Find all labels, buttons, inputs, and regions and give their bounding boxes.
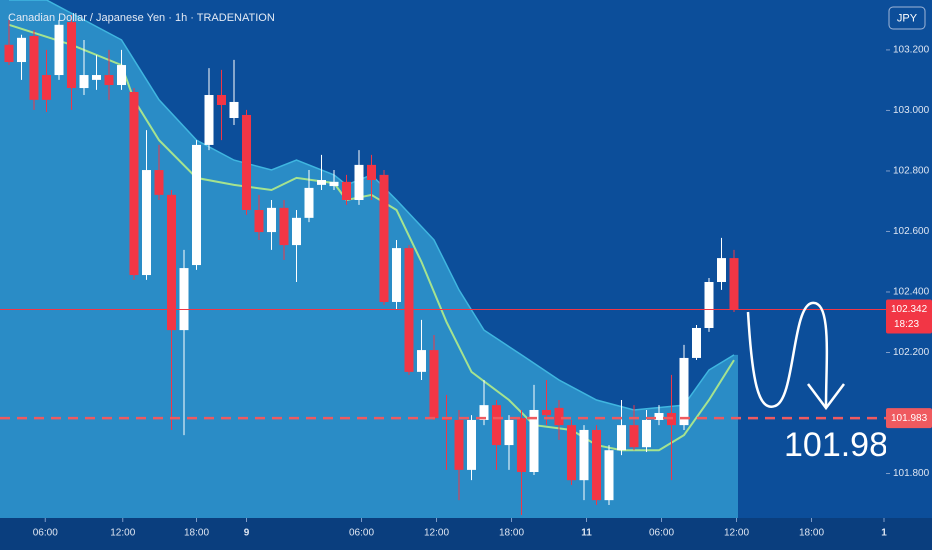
- candle-body: [642, 419, 651, 448]
- y-tick-label: 102.400: [893, 287, 930, 298]
- candle-body: [29, 36, 39, 100]
- y-tick-label: 102.800: [893, 166, 930, 177]
- drawn-arrowhead: [807, 383, 845, 411]
- candle-body: [254, 209, 264, 233]
- y-tick-label: 103.200: [893, 45, 930, 56]
- x-tick-label: 12:00: [110, 528, 135, 539]
- candle-body: [417, 350, 426, 372]
- candle-body: [192, 144, 201, 266]
- y-axis-bg: [886, 0, 932, 518]
- candle-body: [492, 405, 501, 446]
- candle-body: [592, 429, 601, 501]
- y-tick-label: 101.800: [893, 468, 930, 479]
- chart-title: Canadian Dollar / Japanese Yen · 1h · TR…: [8, 12, 275, 24]
- candle-body: [679, 357, 689, 426]
- y-tick-label: 102.200: [893, 347, 930, 358]
- x-tick-label: 9: [244, 528, 250, 539]
- x-tick-label: 1: [881, 528, 887, 539]
- price-countdown: 18:23: [894, 319, 919, 330]
- candle-body: [704, 281, 714, 328]
- x-tick-label: 11: [581, 528, 592, 539]
- x-tick-label: 06:00: [349, 528, 374, 539]
- candle-body: [717, 258, 726, 282]
- annotation: 101.98: [784, 426, 888, 464]
- candle-body: [329, 181, 339, 187]
- x-axis-bg: [0, 518, 932, 550]
- candle-body: [429, 350, 439, 419]
- candle-body: [317, 180, 326, 185]
- candle-body: [542, 409, 551, 416]
- candle-body: [267, 207, 276, 233]
- candle-body: [129, 91, 139, 276]
- candle-body: [54, 24, 64, 76]
- candle-body: [117, 65, 126, 86]
- candle-body: [692, 327, 701, 358]
- y-tick-label: 103.000: [893, 105, 930, 116]
- candle-body: [504, 419, 514, 446]
- candle-body: [379, 174, 389, 302]
- candle-body: [517, 418, 526, 473]
- candle-body: [67, 22, 76, 89]
- candle-body: [154, 170, 164, 195]
- price-tag-label: 101.983: [891, 413, 928, 424]
- candle-body: [654, 413, 664, 420]
- x-tick-label: 18:00: [799, 528, 824, 539]
- candle-body: [142, 170, 151, 276]
- x-tick-label: 06:00: [649, 528, 674, 539]
- candle-body: [104, 75, 114, 86]
- currency-label: JPY: [897, 12, 918, 24]
- candle-body: [17, 37, 26, 63]
- x-tick-label: 12:00: [724, 528, 749, 539]
- candle-body: [342, 181, 351, 200]
- candle-body: [629, 425, 639, 448]
- candle-body: [354, 164, 364, 200]
- candle-body: [79, 75, 89, 89]
- candle-body: [529, 409, 539, 473]
- candle-body: [167, 194, 176, 331]
- candle-body: [467, 419, 476, 470]
- candle-body: [579, 429, 589, 481]
- candle-body: [729, 258, 739, 310]
- currency-button[interactable]: [888, 6, 926, 30]
- price-tag: [886, 299, 932, 334]
- drawn-arrow: [746, 301, 829, 408]
- candle-body: [604, 450, 614, 501]
- candle-body: [4, 44, 14, 63]
- candle-body: [454, 419, 464, 470]
- price-tag: [886, 408, 932, 429]
- candle-body: [279, 207, 289, 246]
- x-tick-label: 18:00: [184, 528, 209, 539]
- x-tick-label: 06:00: [33, 528, 58, 539]
- candle-body: [179, 268, 189, 331]
- candle-body: [367, 164, 376, 181]
- candle-body: [479, 405, 489, 420]
- candle-body: [204, 95, 214, 145]
- candle-body: [617, 425, 626, 451]
- y-tick-label: 102.600: [893, 226, 930, 237]
- candle-body: [392, 248, 401, 302]
- candle-body: [92, 75, 101, 80]
- candle-body: [567, 425, 576, 481]
- x-tick-label: 12:00: [424, 528, 449, 539]
- price-tag-label: 102.342: [891, 304, 928, 315]
- candle-body: [242, 114, 251, 210]
- candle-body: [292, 217, 301, 246]
- candle-body: [554, 407, 564, 426]
- candle-body: [229, 101, 239, 119]
- x-tick-label: 18:00: [499, 528, 524, 539]
- candle-body: [304, 187, 314, 218]
- candle-body: [42, 75, 51, 100]
- candle-body: [217, 95, 226, 105]
